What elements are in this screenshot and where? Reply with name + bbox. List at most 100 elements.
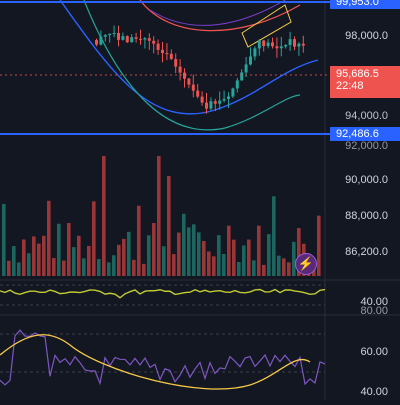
candle-body xyxy=(161,49,164,54)
top-level-price-tag[interactable]: 99,953.0 xyxy=(330,0,400,9)
volume-bar xyxy=(92,201,96,276)
volume-bar xyxy=(237,261,241,276)
price-tick-88000: 88,000.0 xyxy=(345,210,388,222)
volume-bar xyxy=(222,253,226,276)
candle-body xyxy=(205,102,208,109)
price-tick-90000: 90,000.0 xyxy=(345,174,388,186)
envelope-inner xyxy=(149,0,287,26)
volume-bar xyxy=(22,239,26,276)
candle-body xyxy=(209,101,213,109)
candle-body xyxy=(231,88,235,97)
candle-body xyxy=(178,66,182,73)
current-price-tag[interactable]: 95,686.5 22:48 xyxy=(330,66,400,98)
candle-body xyxy=(169,53,173,60)
lightning-bolt-icon[interactable]: ⚡ xyxy=(295,253,317,275)
candle-body xyxy=(117,32,120,40)
candle-body xyxy=(196,90,200,97)
price-tick-86200: 86,200.0 xyxy=(345,246,388,258)
volume-bar xyxy=(12,246,16,276)
candle-body xyxy=(279,46,283,49)
current-price: 95,686.5 xyxy=(336,68,379,80)
volume-bar xyxy=(202,241,206,276)
candle-countdown: 22:48 xyxy=(336,80,364,92)
candle-body xyxy=(143,38,147,40)
volume-bar xyxy=(317,215,321,276)
candle-body xyxy=(134,37,138,39)
candle-body xyxy=(235,80,239,89)
volume-bar xyxy=(212,256,216,276)
volume-bar xyxy=(262,264,266,276)
top-level-price: 99,953.0 xyxy=(336,0,379,8)
price-tick-98000: 98,000.0 xyxy=(345,30,388,42)
volume-bar xyxy=(172,254,176,276)
volume-bar xyxy=(187,227,191,276)
volume-bar xyxy=(112,255,116,276)
volume-bar xyxy=(27,253,31,276)
volume-bar xyxy=(192,224,196,276)
candle-body xyxy=(152,40,156,44)
volume-bar xyxy=(282,258,286,276)
volume-bar xyxy=(217,235,221,276)
oscillator-pane xyxy=(0,284,326,306)
volume-bar xyxy=(177,232,181,276)
level-lines xyxy=(0,1,330,135)
volume-bar xyxy=(107,262,111,276)
volume-bars xyxy=(2,156,321,276)
candle-body xyxy=(183,72,186,79)
rsi-label-80: 80.00 xyxy=(360,305,388,317)
candle-body xyxy=(99,36,103,45)
candle-body xyxy=(218,100,222,104)
volume-bar xyxy=(52,258,56,276)
volume-bar xyxy=(272,196,276,276)
volume-bar xyxy=(97,259,101,276)
candle-body xyxy=(165,53,169,55)
candle-body xyxy=(249,56,252,65)
volume-bar xyxy=(152,223,156,276)
volume-bar xyxy=(167,176,171,276)
rsi-pane xyxy=(0,329,326,390)
bottom-level-price-tag[interactable]: 92,486.6 xyxy=(330,127,400,141)
price-tick-92000: 92,000.0 xyxy=(345,140,388,152)
volume-bar xyxy=(67,222,71,276)
volume-bar xyxy=(2,203,6,276)
candle-body xyxy=(293,39,296,47)
candle-body xyxy=(112,32,116,34)
candle-body xyxy=(139,38,142,40)
volume-bar xyxy=(267,234,271,276)
candle-body xyxy=(103,35,107,37)
osc-line xyxy=(0,288,326,299)
candle-body xyxy=(95,40,98,45)
rsi-label-60: 60.00 xyxy=(360,346,388,358)
rsi-label-40: 40.00 xyxy=(360,386,388,398)
candle-body xyxy=(147,38,151,41)
candle-body xyxy=(227,96,230,99)
candle-body xyxy=(240,72,244,81)
rsi-ma-line xyxy=(0,334,311,390)
volume-bar xyxy=(207,251,211,276)
rsi-line xyxy=(0,329,326,386)
candle-body xyxy=(222,98,226,101)
volume-bar xyxy=(292,241,296,276)
volume-bar xyxy=(142,263,146,276)
candles xyxy=(95,25,305,114)
lower-band xyxy=(83,0,301,131)
volume-bar xyxy=(127,231,131,276)
candle-body xyxy=(271,42,274,47)
candle-body xyxy=(257,40,261,49)
volume-bar xyxy=(47,200,51,276)
candle-body xyxy=(213,101,217,104)
osc-label-40: 40.00 xyxy=(360,296,388,308)
volume-bar xyxy=(197,232,201,276)
volume-bar xyxy=(277,255,281,276)
volume-bar xyxy=(57,223,61,276)
volume-bar xyxy=(247,239,251,276)
candle-body xyxy=(174,59,178,67)
candle-body xyxy=(275,46,279,49)
volume-bar xyxy=(32,236,36,276)
inner-band xyxy=(59,0,319,115)
bottom-level-price: 92,486.6 xyxy=(336,128,379,140)
volume-bar xyxy=(7,260,11,276)
